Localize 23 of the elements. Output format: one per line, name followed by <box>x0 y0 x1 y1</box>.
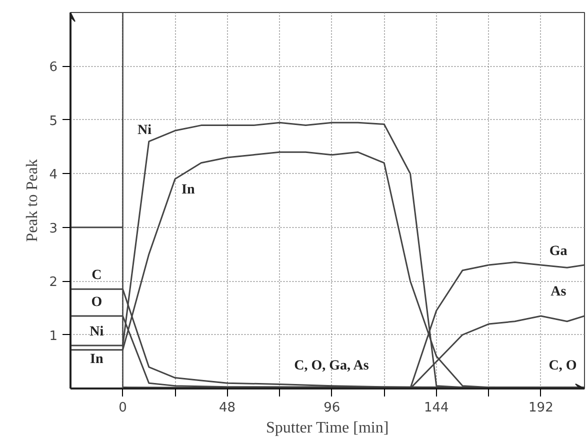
x-axis-title: Sputter Time [min] <box>266 420 389 436</box>
annotation: C, O, Ga, As <box>294 358 370 374</box>
annotation: C <box>92 268 102 284</box>
x-tick-label: 48 <box>219 400 236 416</box>
annotation: Ni <box>138 123 152 138</box>
y-tick-label: 5 <box>49 114 58 129</box>
annotation: In <box>181 182 195 198</box>
y-tick-label: 2 <box>49 275 58 290</box>
annotation: In <box>90 352 104 368</box>
y-tick-label: 6 <box>49 60 58 76</box>
annotation: Ni <box>90 324 104 340</box>
x-tick-label: 0 <box>118 400 127 416</box>
y-tick-label: 3 <box>49 221 58 236</box>
annotation: O <box>91 295 102 310</box>
annotation: As <box>550 284 567 300</box>
x-tick-label: 192 <box>528 400 554 416</box>
annotation: Ga <box>549 244 568 260</box>
y-axis-title: Peak to Peak <box>24 159 42 242</box>
y-tick-label: 1 <box>49 328 58 344</box>
x-tick-label: 144 <box>424 400 449 416</box>
x-tick-label: 96 <box>324 400 340 416</box>
y-tick-label: 4 <box>49 168 58 183</box>
annotation: C, O <box>548 358 577 374</box>
